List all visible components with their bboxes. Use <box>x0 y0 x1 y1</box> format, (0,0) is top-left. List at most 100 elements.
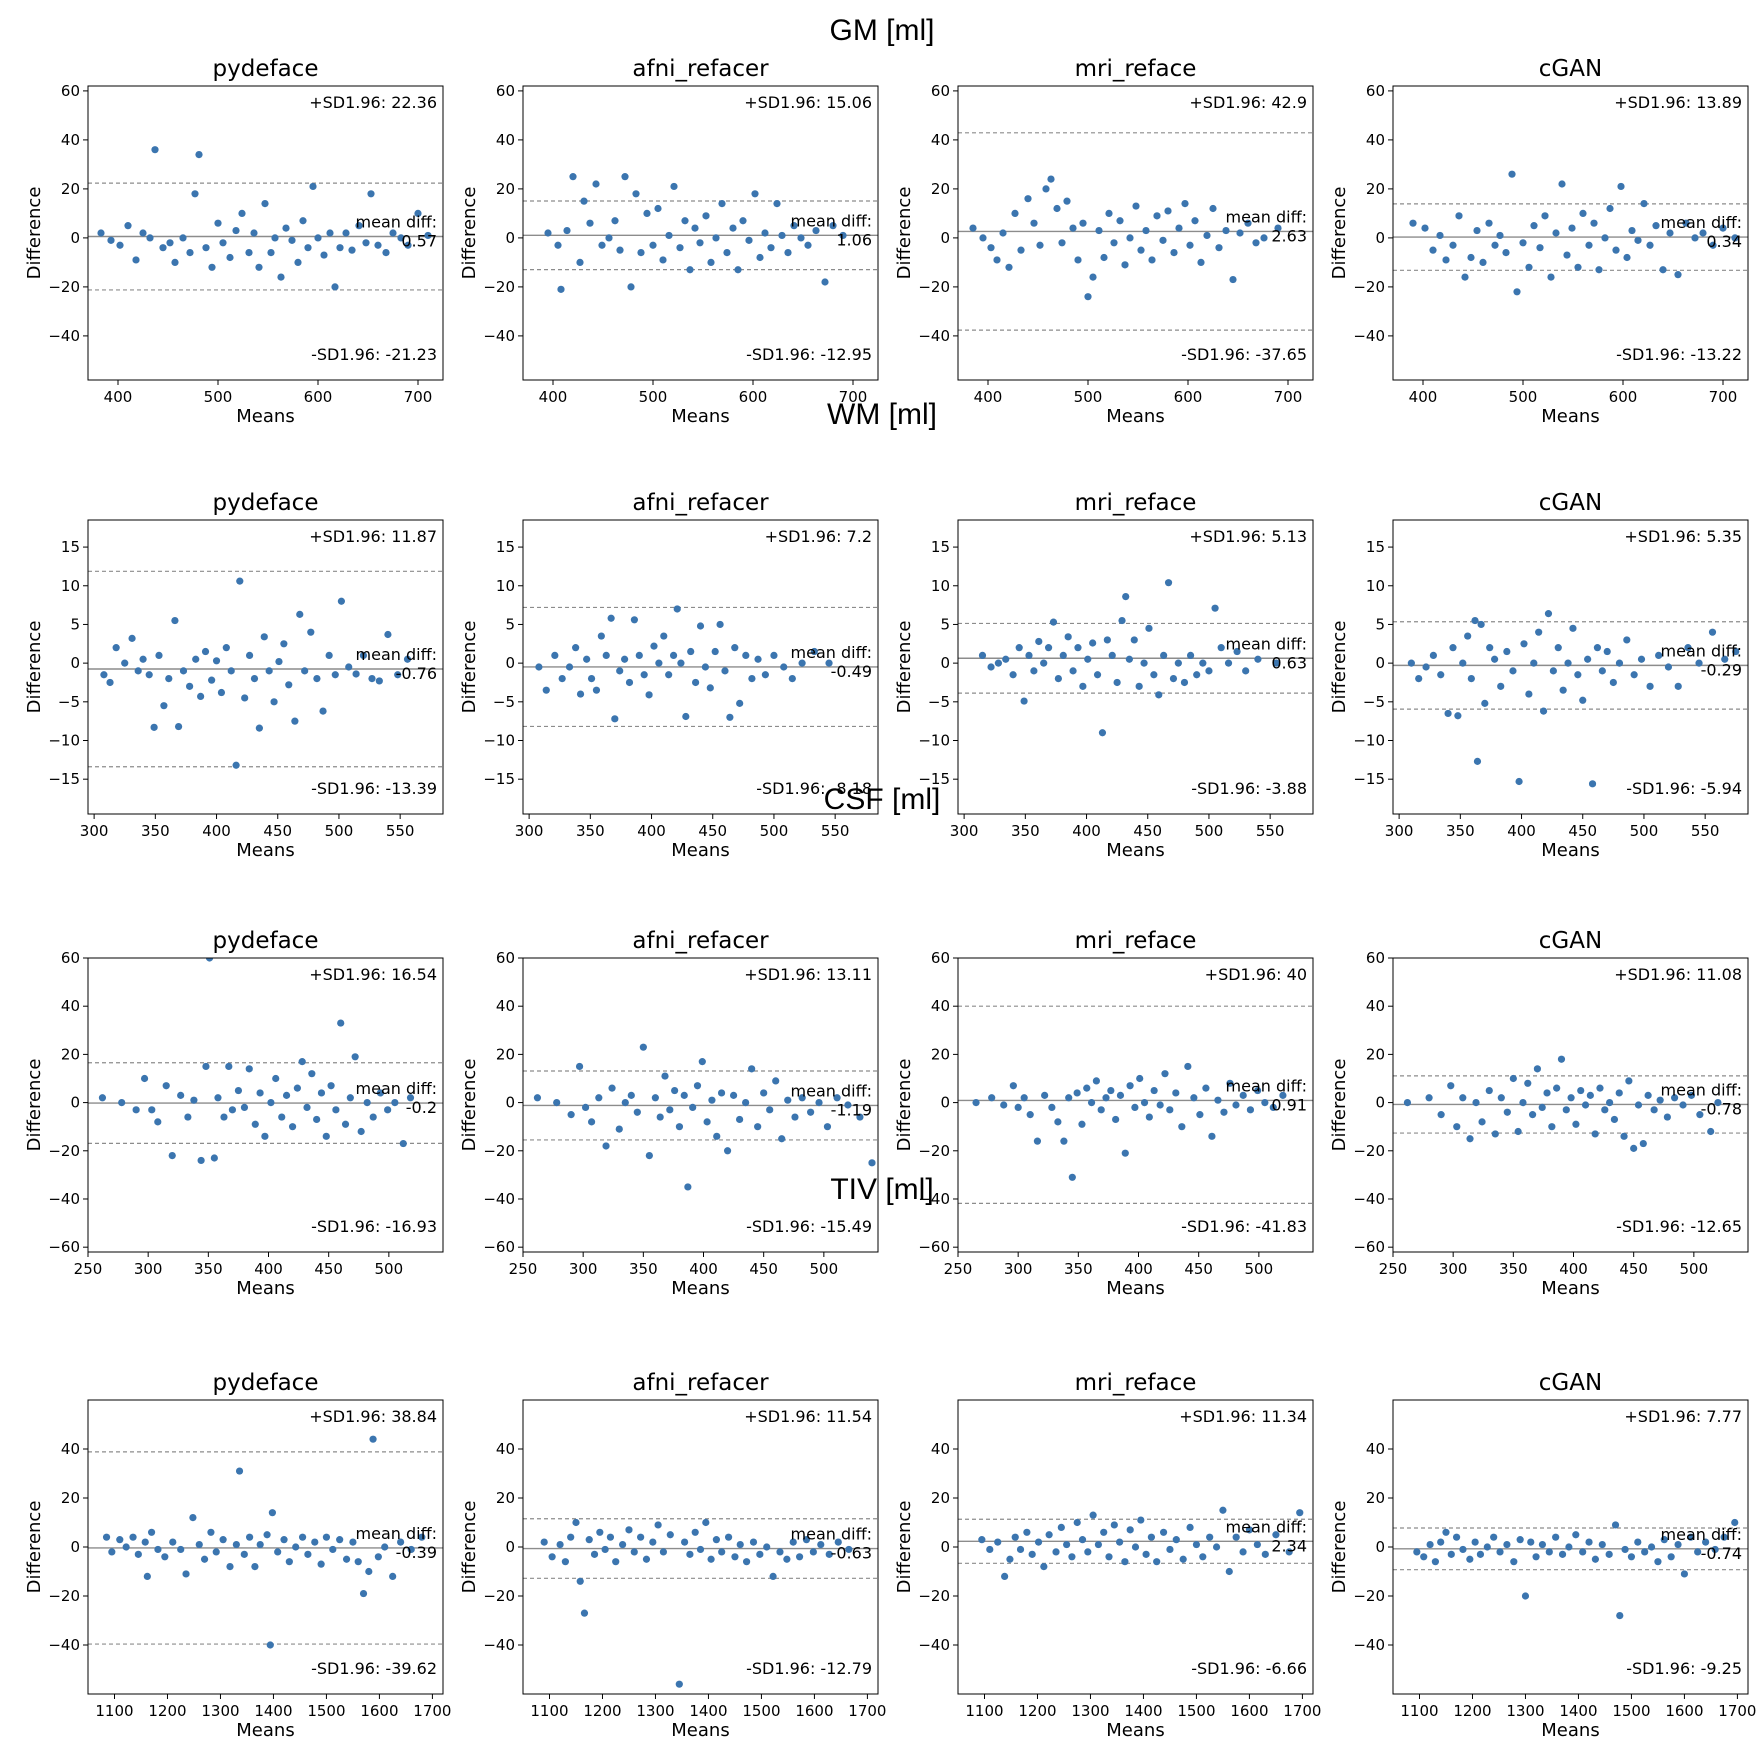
y-tick-label: 0 <box>1375 1538 1385 1556</box>
data-point <box>1001 1572 1009 1580</box>
y-tick-label: 60 <box>1366 82 1385 100</box>
data-point <box>1572 1120 1580 1128</box>
data-point <box>1603 647 1611 656</box>
data-point <box>331 671 339 679</box>
mean-diff-label: mean diff: <box>791 643 872 662</box>
y-axis-label: Difference <box>1329 187 1350 280</box>
data-point <box>1131 1543 1140 1551</box>
axes-frame <box>1392 957 1749 1253</box>
data-point <box>1178 1123 1186 1131</box>
data-point <box>270 698 278 706</box>
data-point <box>1087 1098 1096 1107</box>
x-tick-label: 250 <box>1379 1260 1408 1278</box>
y-tick-label: 60 <box>61 82 80 100</box>
data-point <box>367 190 375 198</box>
data-point <box>1437 1538 1445 1546</box>
x-tick-label: 1200 <box>1018 1702 1056 1720</box>
data-point <box>845 1545 853 1554</box>
subplot-title: cGAN <box>1539 56 1602 82</box>
mean-diff-value: 0.63 <box>1271 653 1307 672</box>
data-point <box>1239 1548 1247 1556</box>
x-tick-label: 1600 <box>360 1702 398 1720</box>
y-tick-label: 20 <box>496 180 515 198</box>
data-point <box>118 1098 126 1107</box>
data-point <box>675 1123 684 1131</box>
data-point <box>1136 1074 1144 1083</box>
data-point <box>1009 671 1017 679</box>
subplot-title: afni_refacer <box>632 56 769 82</box>
data-point <box>1420 1553 1428 1561</box>
data-point <box>226 253 234 262</box>
data-point <box>168 1152 176 1160</box>
x-tick-label: 600 <box>739 388 768 406</box>
data-point <box>1074 644 1082 652</box>
data-point <box>1491 1130 1499 1138</box>
data-point <box>1102 1094 1110 1102</box>
data-point <box>1040 659 1048 667</box>
data-point <box>1442 1528 1450 1536</box>
data-point <box>212 657 221 665</box>
data-point <box>798 1094 806 1102</box>
data-point <box>235 1467 244 1475</box>
axes-frame <box>87 1399 444 1695</box>
upper-sd-annotation: +SD1.96: 7.77 <box>1624 1407 1742 1426</box>
x-tick-label: 700 <box>1274 388 1303 406</box>
lower-sd-annotation: -SD1.96: -9.25 <box>1626 1659 1742 1678</box>
x-tick-label: 350 <box>576 822 605 840</box>
data-point <box>1074 256 1082 264</box>
plot-area <box>88 1435 443 1649</box>
mean-diff-value: 2.63 <box>1271 226 1307 245</box>
data-point <box>608 1084 616 1092</box>
data-point <box>357 1127 365 1136</box>
data-point <box>121 659 129 667</box>
data-point <box>687 647 695 656</box>
data-point <box>580 1609 589 1617</box>
x-tick-label: 500 <box>1195 822 1224 840</box>
data-point <box>788 675 796 683</box>
mean-diff-label: mean diff: <box>791 1081 872 1100</box>
data-point <box>586 219 594 227</box>
mean-diff-label: mean diff: <box>1226 634 1307 653</box>
data-point <box>548 1553 556 1561</box>
subplot-title: afni_refacer <box>632 490 769 516</box>
data-point <box>1084 293 1092 301</box>
data-point <box>1147 1533 1155 1541</box>
data-point <box>1591 1555 1600 1563</box>
data-point <box>1525 263 1533 271</box>
data-point <box>1630 1144 1638 1152</box>
data-point <box>1535 628 1543 636</box>
data-point <box>716 620 724 629</box>
data-point <box>637 249 645 257</box>
data-point <box>754 655 762 663</box>
x-tick-label: 600 <box>1174 388 1203 406</box>
data-point <box>1174 659 1182 667</box>
lower-sd-annotation: -SD1.96: -39.62 <box>311 1659 437 1678</box>
plot-area <box>958 1005 1313 1204</box>
data-point <box>154 1118 162 1126</box>
x-tick-label: 250 <box>74 1260 103 1278</box>
data-point <box>116 1536 124 1544</box>
subplot-afni_refacer-3: afni_refacer −40 −20 0 20 40 1100 1200 1300 1400 1… <box>459 1370 886 1741</box>
lower-sd-annotation: -SD1.96: -12.79 <box>746 1659 872 1678</box>
data-point <box>651 1094 659 1102</box>
x-tick-label: 450 <box>1619 1260 1648 1278</box>
data-point <box>756 253 764 262</box>
data-point <box>659 1548 668 1556</box>
subplot-title: afni_refacer <box>632 1370 769 1396</box>
data-point <box>190 1096 198 1104</box>
y-tick-label: −20 <box>483 1142 515 1160</box>
data-point <box>1652 222 1660 230</box>
data-point <box>1656 1096 1664 1104</box>
x-tick-label: 1600 <box>795 1702 833 1720</box>
data-point <box>132 1106 140 1114</box>
data-point <box>282 224 290 232</box>
data-point <box>147 1528 156 1536</box>
data-point <box>304 1550 312 1558</box>
data-point <box>1634 1101 1643 1109</box>
data-point <box>1093 671 1102 679</box>
data-point <box>240 1550 248 1558</box>
data-point <box>736 1115 744 1124</box>
data-point <box>1452 1533 1461 1541</box>
data-point <box>675 1680 683 1688</box>
data-point <box>1660 1536 1668 1544</box>
